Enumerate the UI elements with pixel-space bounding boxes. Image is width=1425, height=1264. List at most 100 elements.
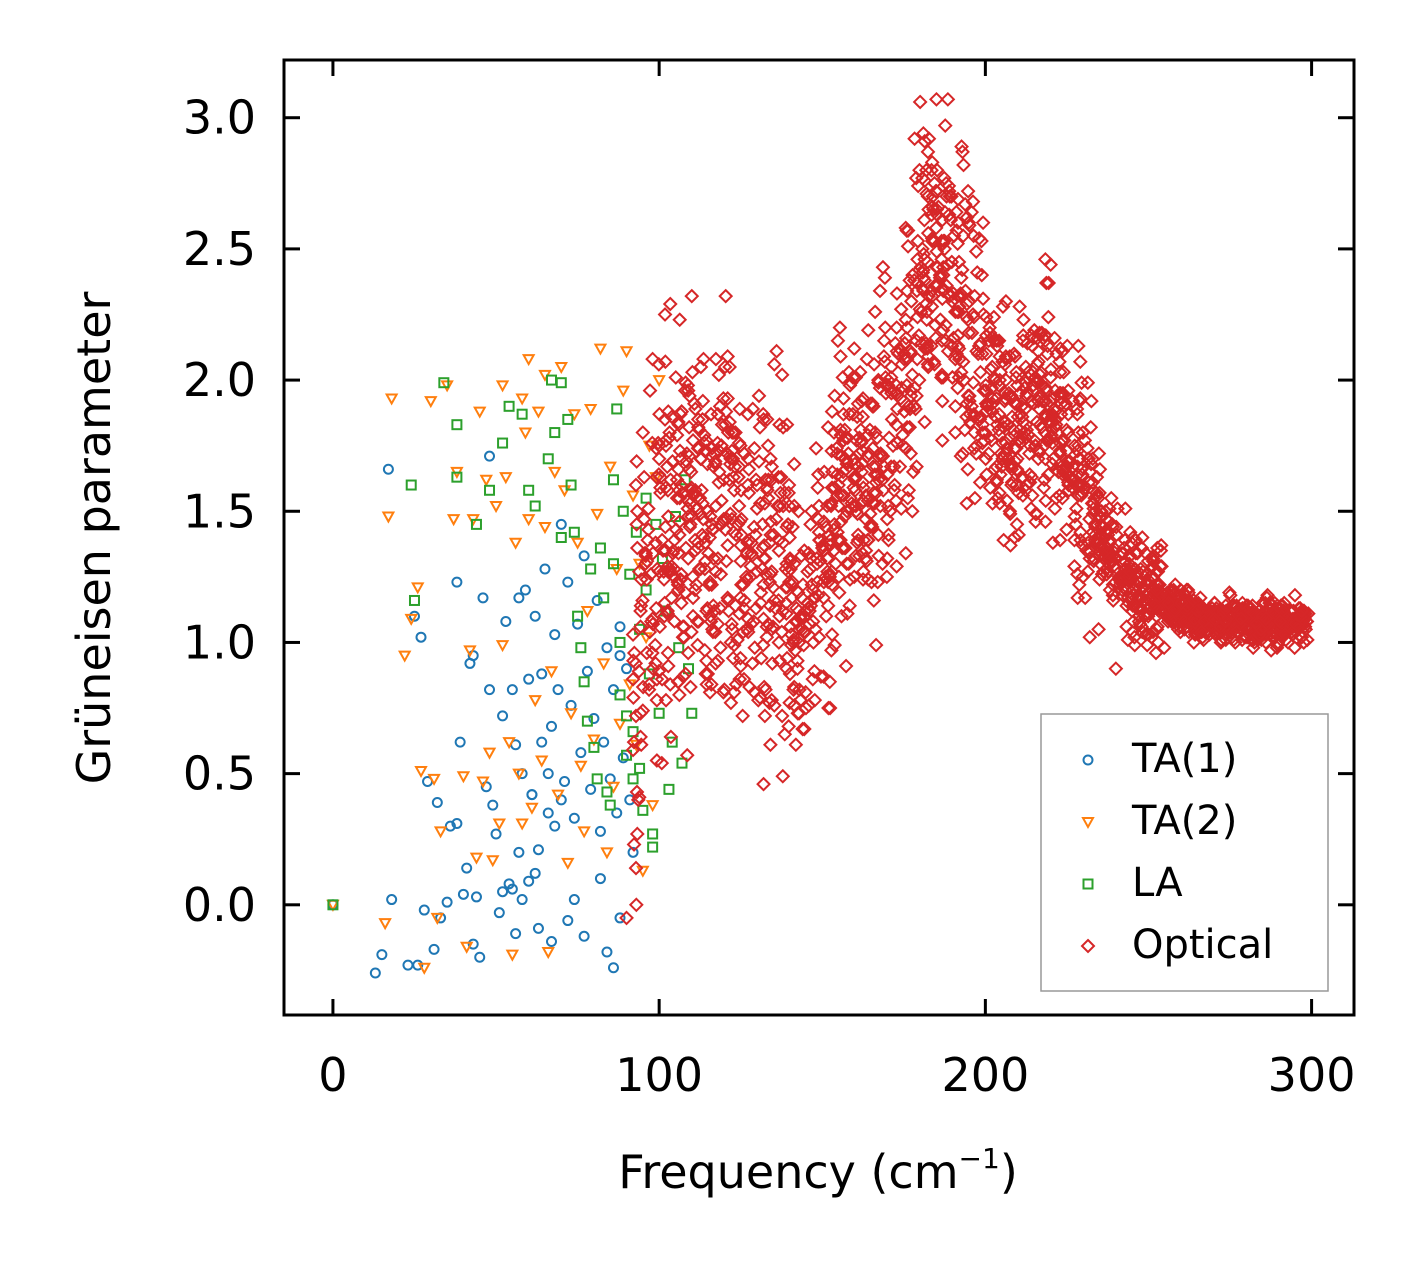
data-point — [781, 718, 797, 734]
data-point — [467, 938, 479, 950]
data-point — [779, 661, 795, 677]
data-point — [1131, 590, 1147, 606]
data-point — [430, 912, 445, 925]
data-point — [915, 126, 931, 141]
data-point — [1017, 425, 1033, 440]
data-point — [1136, 579, 1152, 595]
data-point — [995, 299, 1011, 315]
data-point — [930, 199, 946, 215]
data-point — [924, 207, 939, 223]
data-point — [740, 535, 755, 551]
data-point — [1015, 488, 1031, 503]
data-point — [1029, 414, 1045, 430]
data-point — [651, 438, 667, 454]
data-point — [542, 768, 554, 780]
data-point — [822, 700, 838, 716]
data-point — [596, 658, 611, 671]
data-point — [433, 826, 448, 839]
data-point — [968, 446, 984, 461]
data-point — [541, 947, 555, 960]
data-point — [463, 645, 477, 658]
data-point — [694, 482, 709, 498]
data-point — [641, 682, 657, 698]
data-point — [1070, 488, 1086, 503]
data-point — [591, 773, 603, 785]
data-point — [904, 503, 920, 519]
data-point — [886, 482, 902, 498]
data-point — [707, 624, 723, 640]
data-point — [559, 775, 571, 787]
data-point — [631, 663, 647, 679]
data-point — [639, 572, 655, 587]
data-point — [756, 577, 771, 593]
data-point — [969, 265, 985, 280]
data-point — [935, 236, 951, 252]
data-point — [934, 393, 950, 409]
data-point — [973, 409, 989, 425]
data-point — [630, 526, 642, 538]
data-point — [647, 828, 659, 840]
data-point — [782, 530, 798, 545]
data-point — [886, 459, 902, 475]
data-point — [630, 792, 646, 808]
data-point — [793, 548, 809, 564]
data-point — [744, 535, 759, 551]
data-point — [696, 351, 711, 367]
data-point — [760, 482, 775, 498]
data-point — [903, 388, 919, 404]
data-point — [702, 574, 718, 590]
data-point — [680, 645, 696, 661]
data-point — [807, 590, 823, 606]
data-point — [486, 855, 500, 868]
data-point — [710, 551, 726, 566]
data-point — [1039, 346, 1055, 362]
data-point — [771, 543, 787, 559]
data-point — [924, 230, 940, 246]
data-point — [1052, 532, 1068, 548]
data-point — [760, 438, 776, 454]
data-point — [978, 346, 994, 362]
data-point — [879, 467, 895, 482]
data-point — [594, 542, 606, 554]
data-point — [686, 707, 698, 719]
data-point — [613, 718, 627, 731]
data-point — [996, 532, 1012, 548]
data-point — [775, 768, 791, 784]
data-point — [476, 776, 490, 789]
data-point — [554, 361, 568, 375]
data-point — [1059, 522, 1075, 538]
data-point — [724, 621, 740, 637]
data-points — [326, 91, 1316, 979]
data-point — [764, 459, 780, 475]
data-point — [830, 488, 846, 503]
data-point — [964, 398, 980, 414]
data-point — [1082, 629, 1098, 645]
data-point — [792, 692, 808, 708]
data-point — [1022, 467, 1038, 482]
data-point — [624, 568, 636, 580]
data-point — [989, 459, 1004, 475]
data-point — [921, 202, 937, 217]
data-point — [535, 755, 549, 768]
data-point — [649, 671, 665, 687]
data-point — [786, 456, 802, 472]
data-point — [581, 665, 593, 677]
data-point — [673, 477, 689, 493]
data-point — [1277, 627, 1293, 642]
data-point — [766, 356, 782, 372]
data-point — [920, 144, 936, 160]
data-point — [1288, 616, 1304, 632]
data-point — [1053, 391, 1069, 406]
data-point — [456, 771, 471, 784]
data-point — [703, 677, 719, 692]
data-point — [1074, 375, 1090, 391]
data-point — [408, 594, 420, 606]
data-point — [1117, 501, 1133, 517]
data-point — [920, 349, 936, 364]
data-point — [872, 283, 888, 299]
data-point — [525, 802, 539, 815]
data-point — [660, 658, 676, 674]
data-point — [1040, 467, 1056, 482]
data-point — [633, 737, 649, 753]
data-point — [515, 393, 529, 406]
